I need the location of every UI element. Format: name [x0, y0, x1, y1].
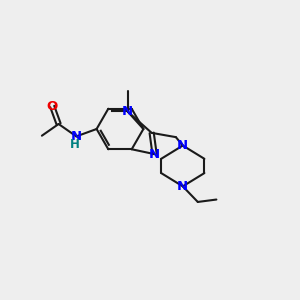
Text: N: N — [149, 148, 160, 160]
Text: N: N — [177, 139, 188, 152]
Text: N: N — [71, 130, 82, 143]
Text: N: N — [177, 180, 188, 193]
Text: H: H — [70, 138, 80, 151]
Text: O: O — [46, 100, 58, 113]
Text: N: N — [122, 105, 133, 118]
